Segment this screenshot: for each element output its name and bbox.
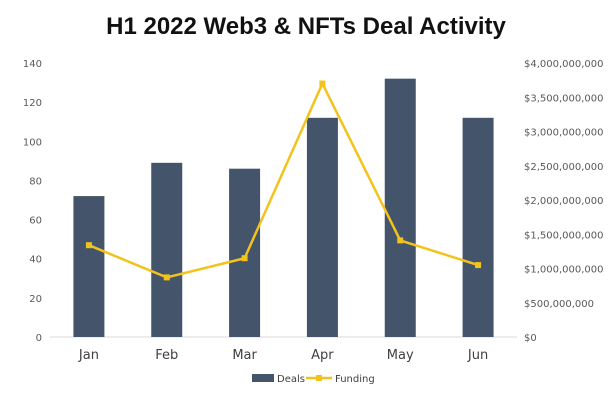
legend-marker-funding xyxy=(316,375,322,381)
deals-bar xyxy=(229,168,261,337)
funding-point xyxy=(319,80,326,87)
deals-bar xyxy=(73,196,105,337)
right-axis-tick-label: $2,500,000,000 xyxy=(524,162,604,173)
right-axis-tick-label: $2,000,000,000 xyxy=(524,196,604,207)
left-axis-tick-label: 140 xyxy=(23,59,42,70)
funding-line-series xyxy=(85,80,482,281)
legend: Deals Funding xyxy=(252,374,375,385)
legend-label-funding: Funding xyxy=(335,374,375,385)
left-axis-tick-label: 60 xyxy=(29,216,42,227)
deals-bars xyxy=(73,78,494,338)
right-axis-tick-label: $3,500,000,000 xyxy=(524,93,604,104)
left-axis-tick-label: 40 xyxy=(29,255,42,266)
right-axis-tick-label: $3,000,000,000 xyxy=(524,128,604,139)
right-axis: $0 $500,000,000 $1,000,000,000 $1,500,000,0… xyxy=(524,59,604,344)
funding-point xyxy=(163,274,170,281)
funding-point xyxy=(475,262,482,269)
right-axis-tick-label: $1,500,000,000 xyxy=(524,230,604,241)
funding-point xyxy=(397,237,404,244)
left-axis-tick-label: 20 xyxy=(29,294,42,305)
legend-swatch-deals xyxy=(252,374,274,382)
x-axis-tick-label: May xyxy=(387,348,414,363)
x-axis-tick-label: Jan xyxy=(78,348,99,363)
left-axis: 0 20 40 60 80 100 120 140 xyxy=(23,59,42,344)
deals-bar xyxy=(151,162,183,337)
left-axis-tick-label: 0 xyxy=(36,333,42,344)
right-axis-tick-label: $4,000,000,000 xyxy=(524,59,604,70)
deals-bar xyxy=(462,117,494,337)
x-axis-tick-label: Apr xyxy=(311,348,334,363)
funding-point xyxy=(241,255,248,262)
left-axis-tick-label: 120 xyxy=(23,98,42,109)
right-axis-tick-label: $1,000,000,000 xyxy=(524,265,604,276)
right-axis-tick-label: $500,000,000 xyxy=(524,299,594,310)
funding-line xyxy=(88,82,479,279)
legend-label-deals: Deals xyxy=(277,374,305,385)
right-axis-tick-label: $0 xyxy=(524,333,537,344)
deals-bar xyxy=(384,78,416,338)
left-axis-tick-label: 100 xyxy=(23,137,42,148)
x-axis-tick-label: Feb xyxy=(155,348,178,363)
left-axis-tick-label: 80 xyxy=(29,176,42,187)
chart-title: H1 2022 Web3 & NFTs Deal Activity xyxy=(106,13,506,40)
x-axis-tick-label: Jun xyxy=(467,348,488,363)
deals-bar xyxy=(306,117,338,337)
x-axis-labels: Jan Feb Mar Apr May Jun xyxy=(78,348,488,363)
funding-point xyxy=(85,242,92,249)
x-axis-tick-label: Mar xyxy=(232,348,257,363)
